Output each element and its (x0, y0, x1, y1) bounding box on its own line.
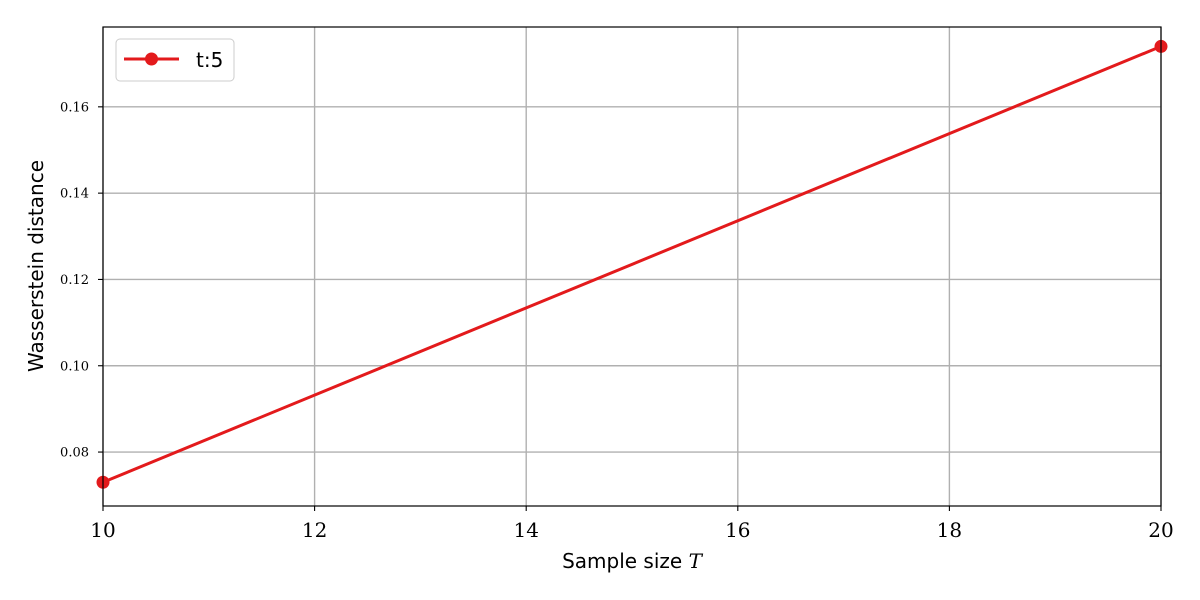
y-tick-label: 0.10 (60, 359, 89, 374)
y-axis-title: Wasserstein distance (24, 160, 48, 372)
y-axis: 0.08 0.10 0.12 0.14 0.16 (60, 100, 103, 461)
y-tick-label: 0.12 (60, 273, 89, 288)
x-tick-label: 14 (513, 518, 538, 542)
grid (102, 27, 1162, 506)
x-axis-title: Sample size T (562, 549, 703, 573)
x-tick-label: 16 (725, 518, 750, 542)
x-tick-label: 12 (302, 518, 327, 542)
plot-frame (102, 26, 1162, 507)
x-tick-label: 18 (937, 518, 962, 542)
y-tick-label: 0.08 (60, 446, 89, 461)
series-line (101, 44, 1163, 484)
x-tick-label: 20 (1148, 518, 1173, 542)
legend: t:5 (115, 38, 235, 82)
legend-marker-swatch (145, 52, 158, 66)
y-tick-label: 0.14 (60, 187, 89, 202)
legend-label: t:5 (196, 48, 223, 72)
x-axis-title-math: T (689, 549, 704, 573)
y-tick-label: 0.16 (60, 100, 89, 115)
x-tick-label: 10 (90, 518, 115, 542)
x-axis: 10 12 14 16 18 20 (90, 506, 1174, 542)
